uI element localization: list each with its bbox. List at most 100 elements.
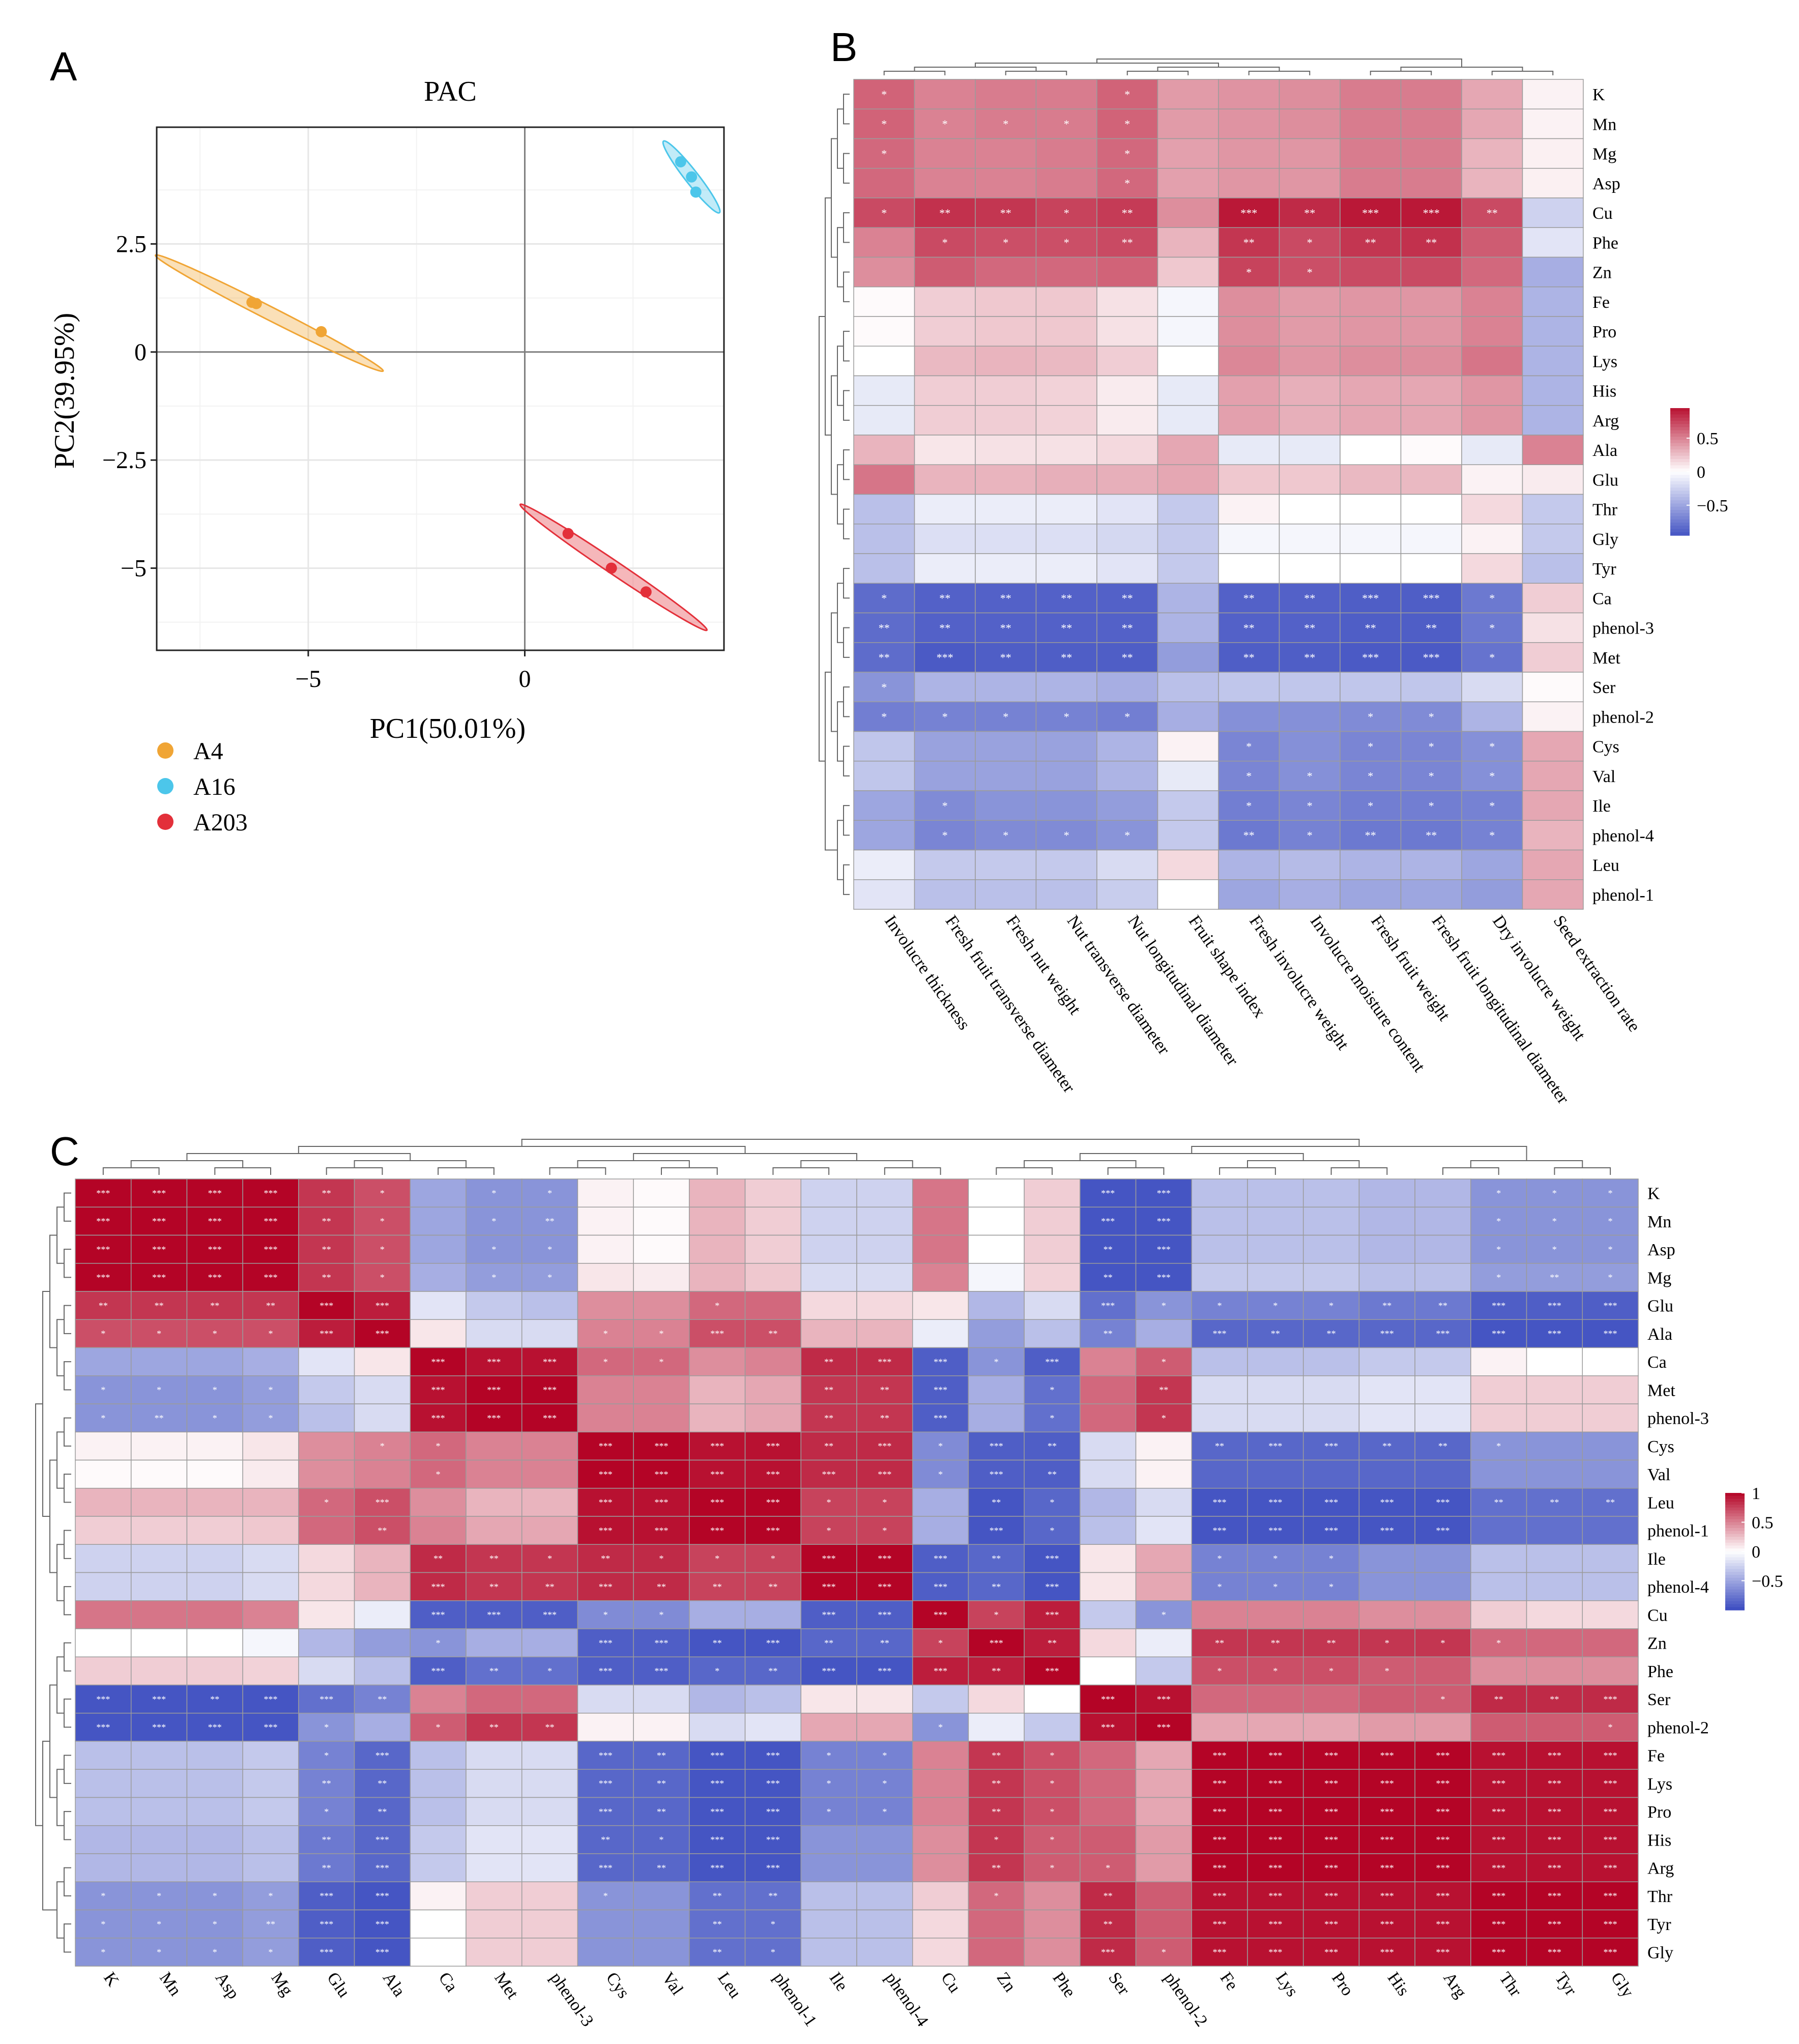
heatmap-cell: [1400, 435, 1462, 465]
significance-mark: ***: [1268, 1806, 1282, 1817]
legend-gradient-step: [1725, 1572, 1745, 1575]
row-dendrogram-link: [64, 1249, 71, 1278]
significance-mark: **: [1304, 592, 1315, 604]
significance-mark: *: [1003, 236, 1008, 249]
heatmap-cell: [186, 1938, 243, 1967]
significance-mark: ***: [1436, 1806, 1450, 1817]
heatmap-cell: [633, 1375, 690, 1404]
significance-mark: *: [1050, 1413, 1055, 1423]
heatmap-cell: [744, 1938, 802, 1967]
column-dendrogram-link: [661, 1167, 718, 1175]
heatmap-cell: [466, 1263, 523, 1292]
heatmap-cell: [856, 1206, 913, 1236]
heatmap-cell: [1358, 1234, 1415, 1264]
significance-mark: *: [1385, 1666, 1389, 1676]
heatmap-cell: [912, 1656, 969, 1686]
heatmap-cell: [1358, 1656, 1415, 1686]
significance-mark: ***: [710, 1525, 724, 1536]
heatmap-cell: [1526, 1347, 1583, 1376]
significance-mark: ***: [599, 1750, 613, 1761]
significance-mark: ***: [431, 1413, 445, 1423]
significance-mark: *: [1246, 266, 1252, 278]
significance-mark: **: [992, 1581, 1001, 1592]
heatmap-cell: [1470, 1544, 1527, 1573]
heatmap-cell: [1247, 1684, 1304, 1714]
significance-mark: ***: [1362, 592, 1379, 604]
heatmap-cell: [968, 1431, 1025, 1461]
heatmap-cell: [1302, 1938, 1360, 1967]
significance-mark: *: [1496, 1273, 1501, 1283]
heatmap-cell: [1157, 879, 1219, 910]
significance-mark: *: [827, 1498, 831, 1508]
legend-label-a16: A16: [193, 773, 236, 800]
significance-mark: *: [827, 1525, 831, 1536]
heatmap-cell: [521, 1459, 578, 1489]
heatmap-cell: [1526, 1572, 1583, 1601]
significance-mark: ***: [1436, 1498, 1450, 1508]
heatmap-cell: [1461, 108, 1523, 139]
heatmap-cell: [521, 1516, 578, 1545]
heatmap-cell: [1191, 1741, 1248, 1770]
legend-tick-label: −0.5: [1697, 497, 1728, 515]
heatmap-cell: [1024, 1909, 1081, 1939]
heatmap-cell: [1218, 316, 1280, 347]
heatmap-cell: [577, 1178, 634, 1207]
column-dendrogram-link: [1491, 71, 1554, 75]
significance-mark: ***: [1268, 1750, 1282, 1761]
heatmap-cell: [1096, 761, 1158, 791]
significance-mark: *: [1496, 1188, 1501, 1198]
significance-mark: ***: [1492, 1891, 1505, 1901]
heatmap-cell: [1302, 1431, 1360, 1461]
heatmap-cell: [1035, 346, 1097, 377]
heatmap-cell: [1279, 761, 1341, 791]
legend-label-a203: A203: [193, 809, 248, 836]
column-label: Zn: [993, 1969, 1020, 1995]
heatmap-cell: [354, 1347, 411, 1376]
heatmap-cell: [914, 642, 976, 673]
heatmap-cell: [975, 672, 1037, 702]
column-dendrogram-link: [1442, 1167, 1499, 1175]
heatmap-cell: [1340, 612, 1402, 643]
significance-mark: **: [1000, 592, 1011, 604]
heatmap-cell: [1302, 1741, 1360, 1770]
heatmap-cell: [1080, 1825, 1137, 1854]
heatmap-cell: [1218, 79, 1280, 109]
heatmap-cell: [1340, 701, 1402, 732]
heatmap-cell: [130, 1938, 188, 1967]
heatmap-cell: [410, 1459, 467, 1489]
significance-mark: ***: [1548, 1329, 1561, 1339]
heatmap-cell: [186, 1881, 243, 1911]
heatmap-cell: [1247, 1825, 1304, 1854]
heatmap-cell: [1400, 731, 1462, 762]
heatmap-cell: [1279, 138, 1341, 169]
significance-mark: *: [547, 1188, 552, 1198]
heatmap-cell: [410, 1206, 467, 1236]
column-label: Fe: [1216, 1969, 1242, 1994]
column-label: His: [1384, 1969, 1413, 1999]
heatmap-cell: [410, 1656, 467, 1686]
heatmap-cell: [856, 1178, 913, 1207]
heatmap-cell: [912, 1769, 969, 1798]
heatmap-cell: [298, 1909, 355, 1939]
significance-mark: *: [1489, 592, 1495, 604]
significance-mark: **: [155, 1413, 164, 1423]
significance-mark: *: [1273, 1301, 1278, 1311]
heatmap-cell: [1135, 1431, 1193, 1461]
heatmap-cell: [1218, 346, 1280, 377]
heatmap-cell: [1080, 1544, 1137, 1573]
heatmap-cell: [689, 1572, 746, 1601]
heatmap-cell: [1470, 1572, 1527, 1601]
heatmap-cell: [130, 1459, 188, 1489]
heatmap-cell: [1157, 761, 1219, 791]
heatmap-cell: [1340, 316, 1402, 347]
legend-gradient-step: [1725, 1598, 1745, 1602]
significance-mark: ***: [1213, 1498, 1227, 1508]
heatmap-cell: [689, 1347, 746, 1376]
column-dendrogram-link: [326, 1167, 383, 1175]
heatmap-cell: [1096, 524, 1158, 554]
significance-mark: ***: [1604, 1694, 1617, 1704]
significance-mark: *: [380, 1244, 385, 1254]
heatmap-cell: [521, 1853, 578, 1882]
significance-mark: ***: [878, 1581, 891, 1592]
heatmap-cell: [912, 1319, 969, 1348]
